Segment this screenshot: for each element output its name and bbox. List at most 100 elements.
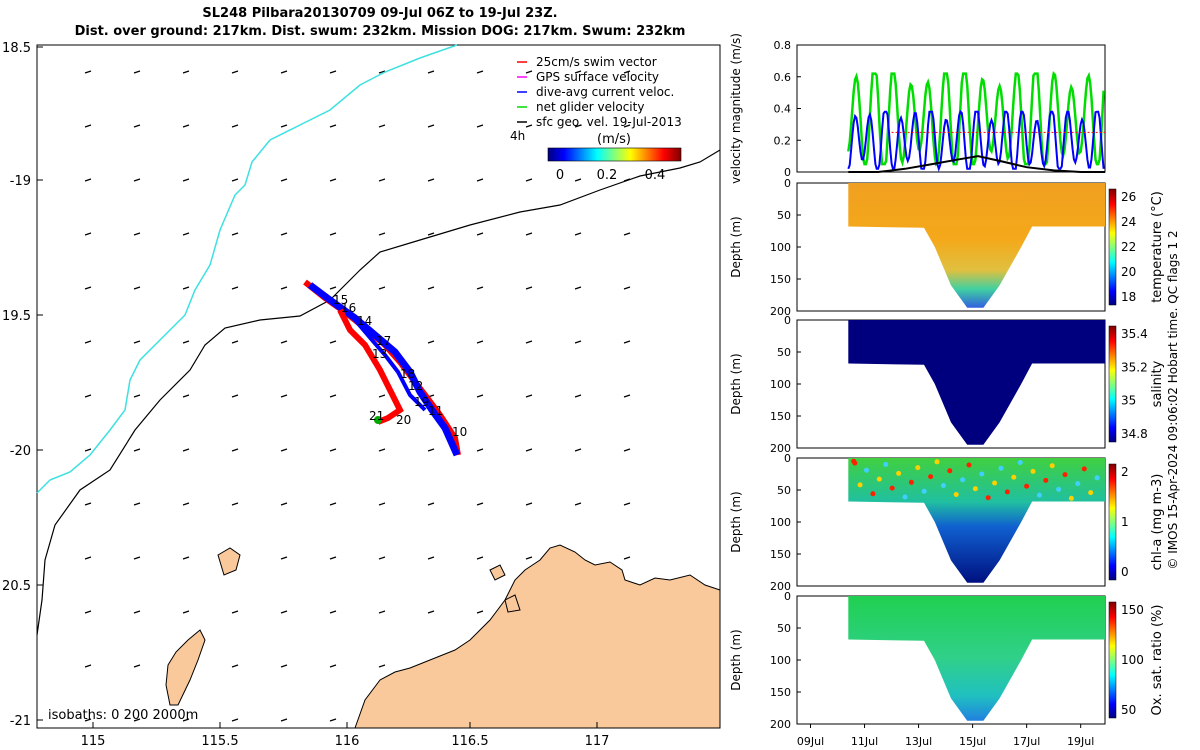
velocity-arrow — [427, 178, 435, 182]
velocity-arrow — [427, 340, 435, 344]
colorbar-tick-label: 35.4 — [1121, 327, 1148, 341]
velocity-arrow — [476, 556, 484, 560]
chl-sample-dot — [992, 480, 998, 486]
chl-sample-dot — [864, 467, 869, 473]
speed-colorbar-ticks: 0 0.2 0.4 — [556, 168, 665, 183]
time-tick-label: 09Jul — [797, 735, 824, 748]
colorbar-tick-label: 18 — [1121, 290, 1136, 304]
map-xtick-label: 115 — [81, 734, 106, 749]
colorbar-tick-label: 0.4 — [645, 168, 666, 183]
legend-entry: dive-avg current veloc. — [536, 85, 674, 99]
time-tick-label: 17Jul — [1013, 735, 1040, 748]
colorbar-tick-label: 20 — [1121, 265, 1136, 279]
chl-sample-dot — [1062, 472, 1068, 478]
velocity-arrow — [182, 556, 190, 560]
velocity-arrow — [231, 286, 239, 290]
chl-sample-dot — [889, 485, 895, 491]
velocity-arrow — [133, 286, 141, 290]
depth-tick-label: 50 — [777, 622, 791, 635]
isobath-black — [36, 149, 721, 636]
velocity-arrow — [623, 556, 631, 560]
velocity-arrow — [280, 178, 288, 182]
velocity-arrow — [378, 448, 386, 452]
velocity-arrow — [427, 124, 435, 128]
velocity-arrow — [182, 124, 190, 128]
velocity-arrow — [378, 502, 386, 506]
chl-sample-dot — [1075, 481, 1081, 487]
velocity-arrow — [525, 232, 533, 236]
velocity-arrow — [378, 124, 386, 128]
chl-sample-dot — [940, 483, 946, 488]
chl-sample-dot — [979, 471, 985, 477]
velocity-arrow — [133, 394, 141, 398]
velocity-arrow — [231, 502, 239, 506]
chl-sample-dot — [896, 470, 902, 476]
depth-ylabel: Depth (m) — [729, 491, 743, 552]
map-ytick-label: -20 — [10, 444, 31, 459]
velocity-arrow — [574, 448, 582, 452]
profile-colorbar — [1108, 325, 1117, 443]
colorbar-label: chl-a (mg m-3) — [1150, 474, 1165, 571]
velocity-arrow — [623, 70, 631, 74]
track-day-label: 11 — [428, 404, 443, 418]
depth-tick-label: 150 — [770, 548, 791, 561]
chl-sample-dot — [1011, 474, 1017, 480]
depth-ylabel: Depth (m) — [729, 353, 743, 414]
depth-tick-label: 150 — [770, 410, 791, 423]
velocity-arrow — [84, 394, 92, 398]
depth-tick-label: 0 — [784, 314, 791, 327]
legend-entry: net glider velocity — [536, 100, 644, 114]
velocity-arrow — [231, 178, 239, 182]
velocity-arrow — [133, 502, 141, 506]
colorbar-unit-label: (m/s) — [597, 132, 631, 147]
velocity-arrow — [476, 340, 484, 344]
map-ytick-label: 18.5 — [2, 41, 31, 56]
velocity-arrow — [329, 232, 337, 236]
velocity-arrow — [280, 610, 288, 614]
land-island-small — [217, 547, 521, 613]
series-sfc-geo-vel — [848, 155, 1105, 173]
speed-colorbar — [547, 147, 682, 162]
velocity-arrow — [329, 124, 337, 128]
velocity-arrow — [133, 340, 141, 344]
velocity-arrow — [574, 70, 582, 74]
velocity-arrow — [623, 340, 631, 344]
profile-data-field — [848, 458, 1105, 583]
velocity-arrow — [525, 502, 533, 506]
velocity-arrow — [427, 286, 435, 290]
depth-tick-label: 50 — [777, 209, 791, 222]
chl-sample-dot — [966, 462, 972, 468]
track-day-label: 21 — [369, 409, 384, 423]
chl-sample-dot — [883, 461, 889, 467]
colorbar-label: temperature (°C) — [1150, 191, 1165, 303]
velocity-arrow — [280, 70, 288, 74]
velocity-arrow — [231, 448, 239, 452]
chl-sample-dot — [876, 476, 882, 482]
depth-tick-label: 200 — [770, 580, 791, 593]
velocity-arrow — [574, 394, 582, 398]
velocity-arrow — [476, 448, 484, 452]
map-xtick-label: 117 — [585, 734, 610, 749]
velocity-arrow — [182, 394, 190, 398]
profile-data-field — [848, 183, 1105, 308]
velocity-arrow — [329, 178, 337, 182]
velocity-arrow — [329, 664, 337, 668]
colorbar-label: salinity — [1150, 360, 1165, 407]
velocity-ytick-label: 0.4 — [774, 103, 792, 116]
colorbar-tick-label: 0.2 — [597, 168, 618, 183]
chl-sample-dot — [1024, 483, 1030, 489]
velocity-arrow — [182, 718, 190, 722]
track-day-label: 19 — [414, 395, 429, 409]
map-ytick-label: -19 — [10, 174, 31, 189]
chl-sample-dot — [934, 459, 940, 465]
velocity-arrow — [280, 556, 288, 560]
map-xtick-label: 116.5 — [451, 734, 488, 749]
velocity-ylabel: velocity magnitude (m/s) — [729, 33, 743, 184]
velocity-arrow — [427, 448, 435, 452]
velocity-arrow — [623, 502, 631, 506]
track-day-label: 15 — [333, 293, 348, 307]
track-day-label: 10 — [452, 425, 467, 439]
track-day-label: 17 — [376, 334, 391, 348]
